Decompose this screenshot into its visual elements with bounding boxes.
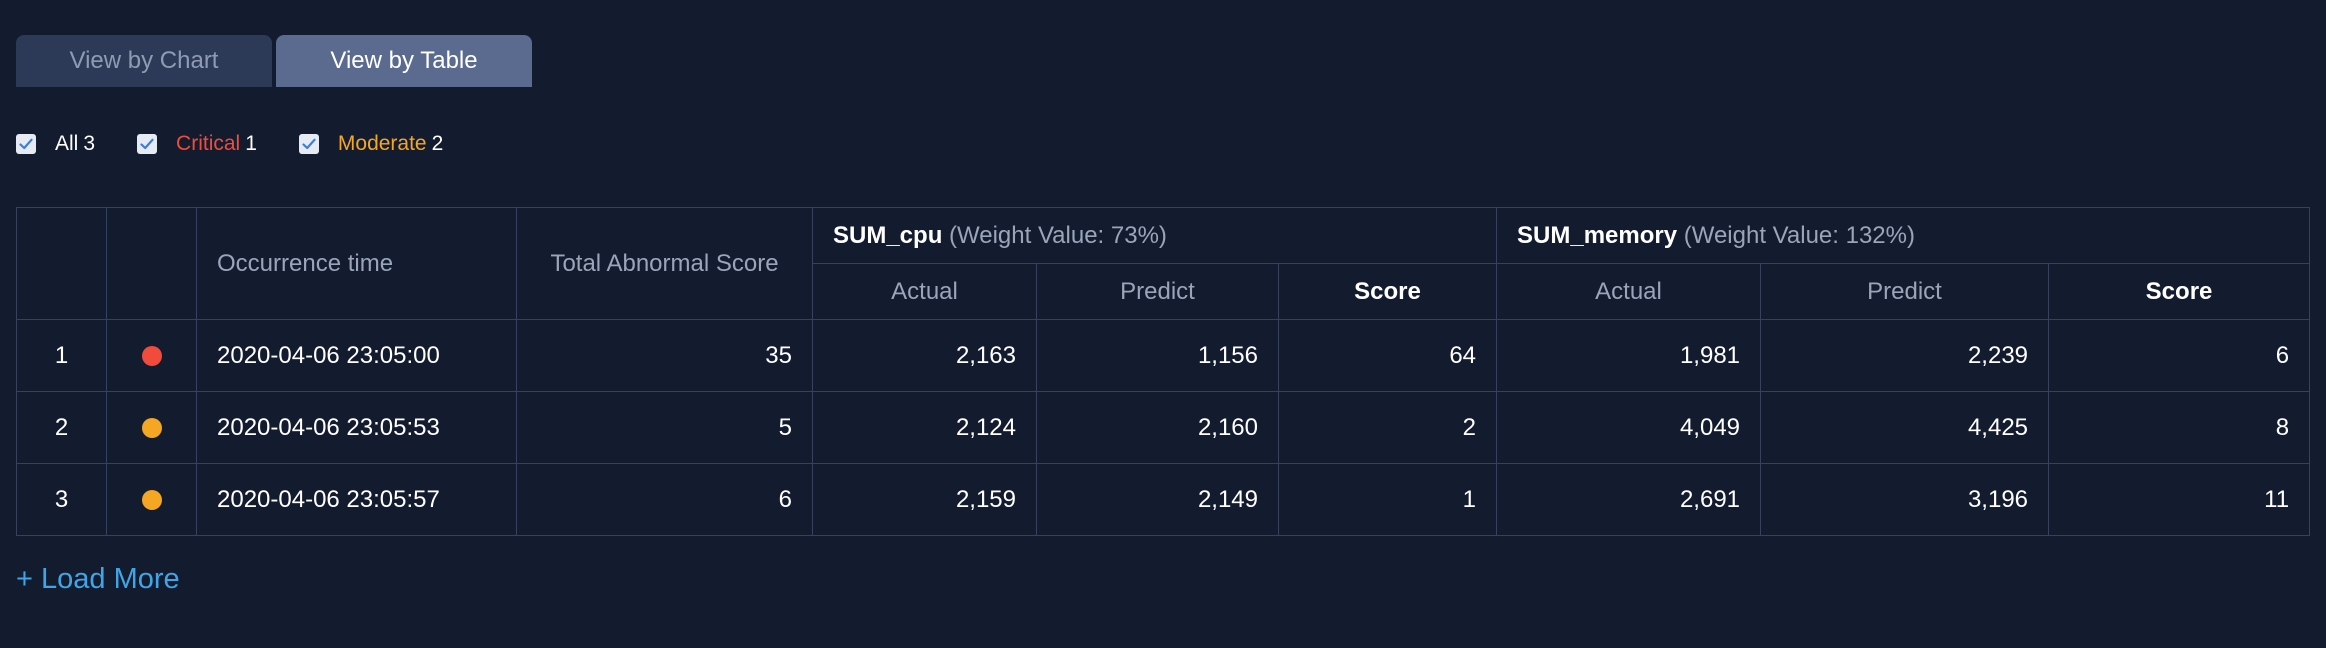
load-more-link[interactable]: + Load More (16, 563, 180, 595)
mem-score: 6 (2048, 319, 2311, 392)
total-abnormal-score: 6 (516, 463, 813, 536)
header-group-sum-memory: SUM_memory (Weight Value: 132%) (1496, 207, 2311, 264)
occurrence-time: 2020-04-06 23:05:57 (196, 463, 517, 536)
filter-moderate-count: 2 (431, 132, 444, 155)
table-row[interactable]: 1 2020-04-06 23:05:00 35 2,163 1,156 64 … (16, 319, 2311, 392)
header-cpu-score: Score (1277, 263, 1498, 320)
mem-actual: 4,049 (1496, 391, 1762, 464)
occurrence-time: 2020-04-06 23:05:53 (196, 391, 517, 464)
tab-view-by-table[interactable]: View by Table (276, 35, 532, 87)
metric-weight-memory: (Weight Value: 132%) (1683, 221, 1915, 249)
severity-dot-critical (141, 346, 162, 367)
severity-dot-moderate (141, 418, 162, 439)
header-cpu-actual: Actual (812, 263, 1037, 320)
severity-cell (106, 319, 197, 392)
metric-name-memory: SUM_memory (1517, 221, 1678, 249)
header-index (16, 207, 107, 320)
cpu-actual: 2,159 (812, 463, 1037, 536)
filter-critical[interactable]: Critical 1 (137, 132, 257, 156)
check-icon (302, 138, 316, 150)
total-abnormal-score: 5 (516, 391, 813, 464)
mem-predict: 4,425 (1760, 391, 2050, 464)
cpu-score: 64 (1277, 319, 1498, 392)
view-tabs: View by Chart View by Table (16, 35, 532, 87)
filter-all[interactable]: All 3 (16, 132, 95, 156)
occurrence-time: 2020-04-06 23:05:00 (196, 319, 517, 392)
header-mem-score: Score (2048, 263, 2311, 320)
cpu-actual: 2,163 (812, 319, 1037, 392)
table-row[interactable]: 2 2020-04-06 23:05:53 5 2,124 2,160 2 4,… (16, 391, 2311, 464)
filter-critical-label: Critical (176, 132, 241, 155)
mem-actual: 2,691 (1496, 463, 1762, 536)
header-group-sum-cpu: SUM_cpu (Weight Value: 73%) (811, 207, 1498, 264)
header-mem-actual: Actual (1496, 263, 1762, 320)
filter-critical-count: 1 (245, 132, 257, 155)
filter-moderate[interactable]: Moderate 2 (298, 132, 444, 156)
mem-score: 8 (2048, 391, 2311, 464)
table-row[interactable]: 3 2020-04-06 23:05:57 6 2,159 2,149 1 2,… (16, 463, 2311, 536)
metric-weight-cpu: (Weight Value: 73%) (949, 221, 1167, 249)
check-icon (19, 138, 33, 150)
header-severity (106, 207, 197, 320)
header-total-abnormal-score: Total Abnormal Score (516, 207, 813, 320)
severity-dot-moderate (141, 490, 162, 511)
tab-view-by-chart[interactable]: View by Chart (16, 35, 272, 87)
checkbox-moderate[interactable] (298, 134, 319, 154)
severity-cell (106, 463, 197, 536)
row-index: 3 (16, 463, 107, 536)
check-icon (140, 138, 154, 150)
cpu-predict: 2,160 (1036, 391, 1279, 464)
anomaly-table: Occurrence time Total Abnormal Score SUM… (16, 207, 2311, 536)
cpu-actual: 2,124 (812, 391, 1037, 464)
filter-all-count: 3 (83, 132, 96, 155)
metric-name-cpu: SUM_cpu (833, 221, 943, 249)
total-abnormal-score: 35 (516, 319, 813, 392)
cpu-score: 2 (1277, 391, 1498, 464)
mem-predict: 3,196 (1760, 463, 2050, 536)
checkbox-critical[interactable] (137, 134, 158, 154)
severity-filters: All 3 Critical 1 Moderate 2 (16, 130, 485, 158)
cpu-score: 1 (1277, 463, 1498, 536)
cpu-predict: 1,156 (1036, 319, 1279, 392)
header-occurrence-time: Occurrence time (196, 207, 517, 320)
mem-actual: 1,981 (1496, 319, 1762, 392)
row-index: 1 (16, 319, 107, 392)
table-header: Occurrence time Total Abnormal Score SUM… (16, 207, 2311, 320)
checkbox-all[interactable] (16, 134, 36, 154)
filter-moderate-label: Moderate (337, 132, 427, 155)
severity-cell (106, 391, 197, 464)
mem-predict: 2,239 (1760, 319, 2050, 392)
cpu-predict: 2,149 (1036, 463, 1279, 536)
header-mem-predict: Predict (1760, 263, 2050, 320)
filter-all-label: All (55, 132, 79, 155)
mem-score: 11 (2048, 463, 2311, 536)
header-cpu-predict: Predict (1036, 263, 1279, 320)
row-index: 2 (16, 391, 107, 464)
table-body: 1 2020-04-06 23:05:00 35 2,163 1,156 64 … (16, 319, 2311, 536)
